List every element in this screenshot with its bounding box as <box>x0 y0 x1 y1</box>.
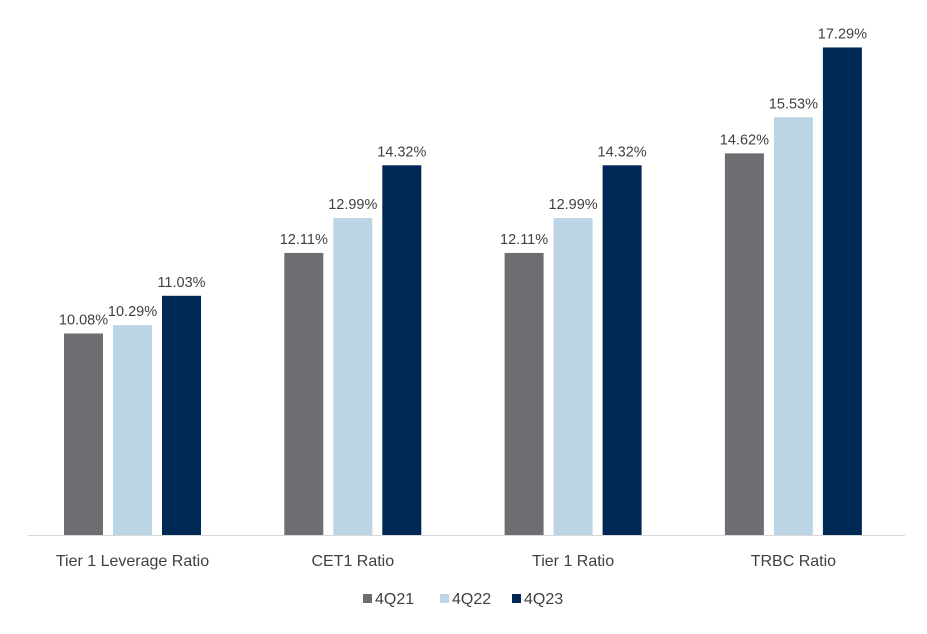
bar-4Q23-2 <box>602 165 642 535</box>
bar-4Q21-3 <box>724 153 764 535</box>
bar-4Q22-3 <box>773 117 813 535</box>
bar-4Q23-0 <box>162 295 201 535</box>
data-label: 12.11% <box>500 232 548 248</box>
legend-swatch-4Q23 <box>512 594 521 603</box>
legend-label: 4Q21 <box>375 591 414 608</box>
bar-4Q22-0 <box>113 325 152 535</box>
data-label: 12.99% <box>328 197 377 213</box>
legend-label: 4Q22 <box>452 591 491 608</box>
data-label: 17.29% <box>818 26 867 42</box>
x-tick-label: Tier 1 Ratio <box>532 553 614 570</box>
data-label: 14.32% <box>598 144 647 160</box>
bar-4Q22-2 <box>553 218 593 536</box>
data-label: 14.32% <box>377 144 426 160</box>
legend: 4Q21 4Q22 4Q23 <box>363 591 563 608</box>
bar-4Q22-1 <box>333 218 373 536</box>
data-label: 11.03% <box>157 275 205 291</box>
data-label: 15.53% <box>769 96 818 112</box>
data-label: 10.08% <box>59 312 108 328</box>
data-label: 14.62% <box>720 132 769 148</box>
bar-4Q23-1 <box>382 165 422 535</box>
bar-4Q21-0 <box>64 333 103 535</box>
x-tick-label: CET1 Ratio <box>311 553 394 570</box>
legend-label: 4Q23 <box>524 591 563 608</box>
x-tick-labels: Tier 1 Leverage Ratio CET1 Ratio Tier 1 Ra… <box>56 553 836 570</box>
bar-4Q21-1 <box>284 252 324 536</box>
bar-4Q21-2 <box>504 252 544 536</box>
legend-swatch-4Q22 <box>440 594 449 603</box>
x-tick-label: Tier 1 Leverage Ratio <box>56 553 209 570</box>
data-label: 12.99% <box>549 197 598 213</box>
data-label: 12.11% <box>280 232 328 248</box>
bars-layer: 10.08%10.29%11.03% 12.11% 12.99% 14.32% 12.1… <box>59 26 867 536</box>
data-label: 10.29% <box>108 304 157 320</box>
bar-4Q23-3 <box>822 47 862 536</box>
legend-swatch-4Q21 <box>363 594 372 603</box>
x-tick-label: TRBC Ratio <box>751 553 836 570</box>
